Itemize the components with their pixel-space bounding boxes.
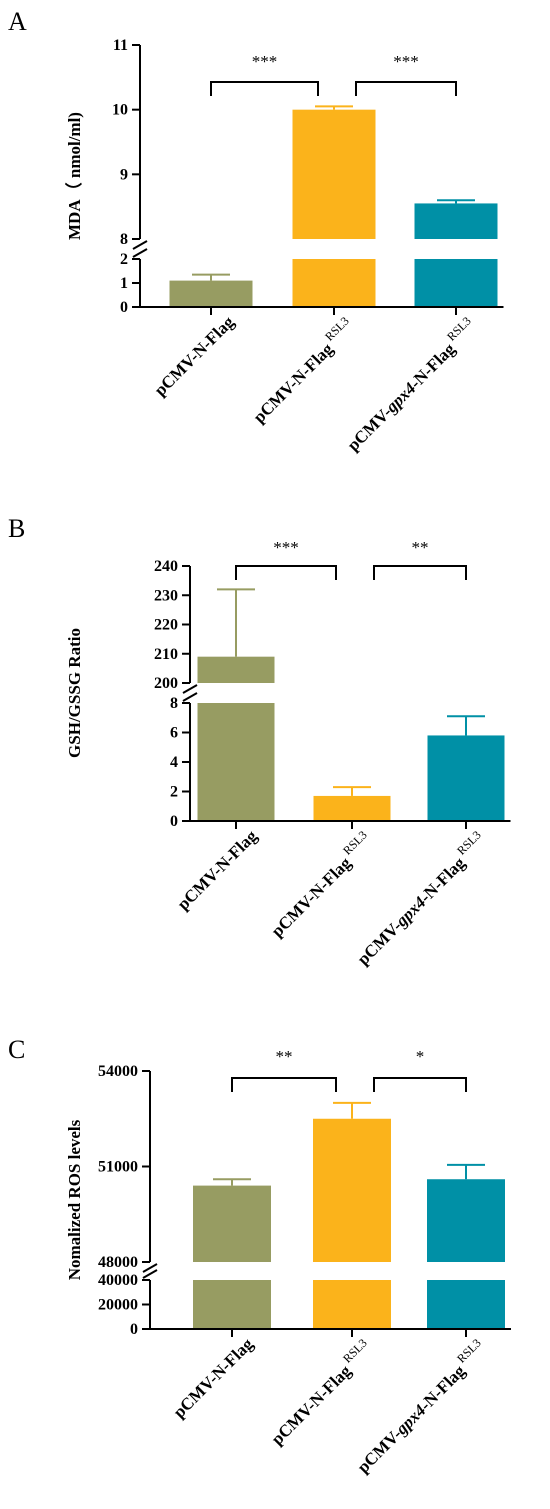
y-axis-label: MDA（ nmol/ml)	[64, 112, 84, 240]
y-tick-label: 40000	[98, 1272, 138, 1289]
category-label-text: pCMV-N-Flag	[268, 1361, 356, 1449]
category-label-superscript: RSL3	[454, 1336, 484, 1366]
category-label: pCMV-gpx4-N-FlagRSL3	[340, 314, 481, 455]
category-label: pCMV-N-Flag	[151, 312, 239, 400]
category-label: pCMV-N-FlagRSL3	[246, 314, 359, 427]
significance-label: ***	[252, 52, 278, 71]
category-label: pCMV-N-FlagRSL3	[264, 1336, 377, 1449]
y-tick-label: 2	[120, 251, 128, 268]
category-label-superscript: RSL3	[340, 1336, 370, 1366]
category-label: pCMV-N-Flag	[174, 826, 262, 914]
significance-label: ***	[273, 538, 299, 557]
chart-panel-a: A 0 1 2 8 9 10 11 MDA（ nmol/ml) pCMV-N-Flag pCMV-N…	[8, 7, 504, 455]
y-tick-label: 11	[113, 37, 128, 54]
chart-panel-b: B 0 2 4 6 8 200 210 220 230 240 GSH/GSSG Ratio pCMV-…	[8, 514, 511, 969]
y-tick-label: 54000	[98, 1063, 138, 1080]
y-tick-label: 240	[154, 558, 178, 575]
y-tick-label: 220	[154, 617, 178, 634]
category-label: pCMV-N-FlagRSL3	[264, 828, 377, 941]
category-label-text: pCMV-N-Flag	[174, 826, 262, 914]
y-tick-label: 51000	[98, 1159, 138, 1176]
category-label: pCMV-gpx4-N-FlagRSL3	[350, 1336, 491, 1477]
y-tick-label: 9	[120, 166, 128, 183]
axis-break-mark	[182, 684, 198, 694]
bar-upper-c-2	[313, 1118, 391, 1262]
significance-bracket	[373, 1077, 467, 1092]
y-tick-label: 210	[154, 646, 178, 663]
y-tick-label: 2	[170, 784, 178, 801]
y-tick-label: 6	[170, 725, 178, 742]
significance-bracket	[373, 565, 467, 580]
bar-upper-c-3	[427, 1179, 505, 1262]
category-label-text: pCMV-	[344, 403, 396, 455]
bar-c-1	[193, 1280, 271, 1329]
y-tick-label: 10	[112, 102, 128, 119]
category-label-text: pCMV-N-Flag	[151, 312, 239, 400]
axis-break-mark	[132, 240, 148, 250]
bar-upper-a-3	[414, 203, 498, 239]
bar-upper-c-1	[193, 1185, 271, 1262]
category-label-text: pCMV-N-Flag	[268, 853, 356, 941]
y-tick-label: 8	[120, 231, 128, 248]
bar-c-2	[313, 1280, 391, 1329]
bar-a-2	[292, 259, 376, 307]
y-tick-label: 1	[120, 275, 128, 292]
bar-c-3	[427, 1280, 505, 1329]
bar-b-1	[197, 703, 275, 821]
y-tick-label: 0	[120, 299, 128, 316]
y-axis-label: GSH/GSSG Ratio	[65, 628, 84, 758]
significance-bracket	[235, 565, 337, 580]
panel-label: C	[8, 1035, 25, 1064]
y-tick-label: 230	[154, 587, 178, 604]
category-label-text: -N-Flag	[416, 853, 469, 906]
y-tick-label: 20000	[98, 1297, 138, 1314]
bar-upper-b-1	[197, 656, 275, 683]
y-axis-label: Nomalized ROS levels	[65, 1119, 84, 1280]
significance-label: **	[276, 1047, 293, 1066]
significance-bracket	[231, 1077, 337, 1092]
y-tick-label: 48000	[98, 1254, 138, 1271]
y-tick-label: 4	[170, 754, 178, 771]
category-label-text: pCMV-	[354, 917, 406, 969]
bar-b-2	[313, 795, 391, 821]
category-label: pCMV-gpx4-N-FlagRSL3	[350, 828, 491, 969]
significance-label: ***	[393, 52, 419, 71]
significance-label: *	[416, 1047, 425, 1066]
bar-a-3	[414, 259, 498, 307]
axis-break-mark	[142, 1263, 158, 1273]
category-label: pCMV-N-Flag	[170, 1334, 258, 1422]
category-label-text: pCMV-N-Flag	[170, 1334, 258, 1422]
y-tick-label: 0	[170, 813, 178, 830]
significance-bracket	[355, 81, 457, 96]
category-label-superscript: RSL3	[454, 828, 484, 858]
panel-label: B	[8, 514, 25, 543]
y-tick-label: 200	[154, 675, 178, 692]
category-label-text: -N-Flag	[416, 1361, 469, 1414]
bar-b-3	[427, 735, 505, 821]
axis-break-mark	[182, 692, 198, 702]
significance-label: **	[412, 538, 429, 557]
panel-label: A	[8, 7, 27, 36]
category-label-superscript: RSL3	[322, 314, 352, 344]
y-tick-label: 8	[170, 695, 178, 712]
category-label-superscript: RSL3	[340, 828, 370, 858]
bar-a-1	[169, 280, 253, 307]
axis-break-mark	[132, 248, 148, 258]
category-label-text: -N-Flag	[406, 339, 459, 392]
category-label-superscript: RSL3	[444, 314, 474, 344]
significance-bracket	[210, 81, 319, 96]
category-label-text: pCMV-	[354, 1425, 406, 1477]
y-tick-label: 0	[130, 1321, 138, 1338]
axis-break-mark	[142, 1269, 158, 1279]
bar-upper-a-2	[292, 109, 376, 240]
category-label-text: pCMV-N-Flag	[250, 339, 338, 427]
